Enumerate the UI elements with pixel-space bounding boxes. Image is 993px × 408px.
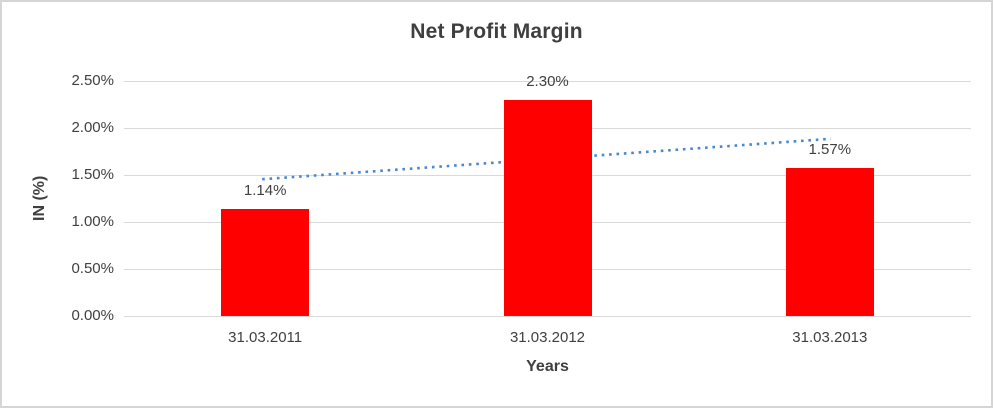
plot-area: 1.14% 2.30% 1.57% bbox=[124, 73, 971, 317]
y-tick-label: 2.00% bbox=[71, 119, 114, 136]
bar-31-03-2012 bbox=[503, 99, 592, 316]
x-axis-title: Years bbox=[526, 358, 569, 375]
x-tick-label: 31.03.2012 bbox=[509, 329, 586, 346]
bar-value-label: 1.57% bbox=[808, 141, 852, 159]
chart-title: Net Profit Margin bbox=[410, 20, 583, 43]
y-tick-label: 0.00% bbox=[71, 307, 114, 324]
bar-value-label: 1.14% bbox=[243, 181, 287, 199]
gridline bbox=[124, 80, 971, 82]
bar-value-label: 2.30% bbox=[526, 72, 569, 90]
y-tick-label: 1.00% bbox=[71, 213, 114, 230]
y-tick-label: 2.50% bbox=[71, 72, 114, 89]
y-tick-label: 1.50% bbox=[71, 166, 114, 183]
x-tick-label: 31.03.2011 bbox=[228, 329, 303, 346]
bar-31-03-2011 bbox=[221, 208, 310, 316]
x-axis-line bbox=[124, 315, 971, 317]
bar-31-03-2013 bbox=[785, 168, 874, 316]
y-tick-label: 0.50% bbox=[71, 260, 114, 277]
trendline bbox=[262, 137, 831, 181]
y-axis-title: IN (%) bbox=[31, 175, 48, 222]
trendline-path bbox=[262, 137, 831, 181]
x-tick-label: 31.03.2013 bbox=[792, 329, 868, 346]
